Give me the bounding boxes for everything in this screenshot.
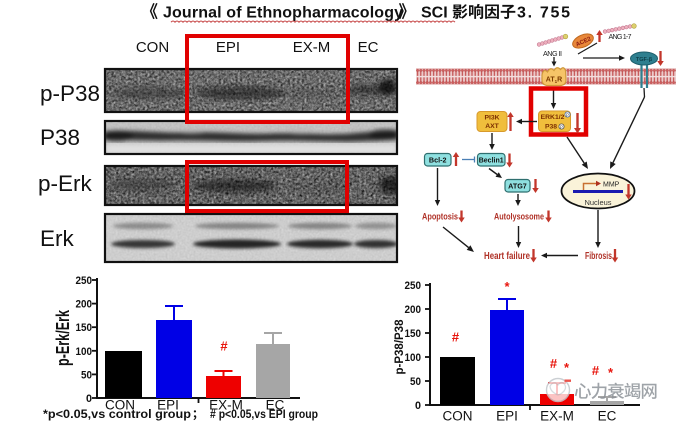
svg-text:Autolysosome: Autolysosome — [494, 212, 544, 223]
svg-text:50: 50 — [410, 376, 421, 388]
svg-text:Heart failure: Heart failure — [484, 251, 530, 262]
svg-text:150: 150 — [405, 328, 422, 340]
svg-text:Erk: Erk — [40, 226, 75, 251]
svg-text:100: 100 — [405, 352, 422, 364]
svg-text:p-P38/P38: p-P38/P38 — [394, 319, 406, 375]
svg-text:P38: P38 — [40, 125, 80, 150]
svg-text:250: 250 — [405, 280, 422, 292]
svg-text:150: 150 — [76, 322, 93, 334]
svg-text:*: * — [564, 360, 570, 375]
svg-text:Fibrosis: Fibrosis — [585, 251, 612, 262]
svg-text:Journal of Ethnopharmacology: Journal of Ethnopharmacology — [163, 5, 403, 22]
svg-text:200: 200 — [405, 304, 422, 316]
svg-text:#: # — [592, 363, 600, 378]
svg-text:PI3K: PI3K — [484, 115, 499, 122]
svg-text:AT1R: AT1R — [546, 77, 562, 85]
svg-text:ERK1/2: ERK1/2 — [541, 114, 565, 121]
svg-text:*: * — [504, 279, 510, 294]
svg-text:EX-M: EX-M — [209, 398, 243, 413]
svg-text:Nucleus: Nucleus — [584, 198, 611, 207]
svg-text:Bcl-2: Bcl-2 — [429, 156, 447, 165]
svg-text:#: # — [452, 330, 460, 345]
svg-text:Apoptosis: Apoptosis — [422, 212, 458, 223]
svg-text:50: 50 — [81, 369, 92, 381]
svg-text:#: # — [220, 339, 228, 354]
svg-text:*p<0.05,vs control group: *p<0.05,vs control group — [43, 407, 191, 421]
svg-text:3. 755: 3. 755 — [517, 5, 570, 22]
svg-text:P: P — [566, 112, 569, 117]
svg-text:EX-M: EX-M — [540, 409, 574, 422]
svg-text:p-Erk: p-Erk — [38, 171, 93, 196]
svg-text:AXT: AXT — [485, 123, 499, 130]
svg-text:p-Erk/Erk: p-Erk/Erk — [52, 310, 73, 366]
svg-text:SCI: SCI — [421, 5, 448, 22]
svg-text:100: 100 — [76, 346, 93, 358]
svg-text:EPI: EPI — [216, 39, 240, 56]
svg-text:CON: CON — [443, 409, 473, 422]
svg-text:250: 250 — [76, 275, 93, 287]
svg-text:TGF-β: TGF-β — [636, 57, 653, 63]
svg-text:P: P — [560, 124, 563, 129]
svg-text:EPI: EPI — [157, 398, 179, 413]
svg-text:P38: P38 — [545, 124, 557, 131]
svg-text:ATG7: ATG7 — [508, 182, 527, 191]
svg-text:#: # — [550, 356, 558, 371]
svg-text:EC: EC — [598, 409, 617, 422]
svg-text:# p<0.05,vs EPI group: # p<0.05,vs EPI group — [210, 407, 318, 421]
svg-text:EC: EC — [358, 39, 379, 56]
svg-text:Beclin1: Beclin1 — [479, 158, 504, 165]
svg-text:200: 200 — [76, 299, 93, 311]
svg-text:EPI: EPI — [496, 409, 518, 422]
svg-text:ANG II: ANG II — [543, 49, 562, 58]
svg-text:0: 0 — [86, 393, 92, 405]
svg-text:MMP: MMP — [603, 182, 620, 189]
svg-text:CON: CON — [105, 398, 135, 413]
svg-text:p-P38: p-P38 — [40, 81, 100, 106]
svg-text:CON: CON — [136, 39, 169, 56]
svg-text:0: 0 — [415, 400, 421, 412]
svg-text:EC: EC — [266, 398, 285, 413]
svg-text:*: * — [608, 365, 614, 380]
svg-text:EX-M: EX-M — [293, 39, 331, 56]
svg-text:ANG 1-7: ANG 1-7 — [609, 32, 632, 41]
